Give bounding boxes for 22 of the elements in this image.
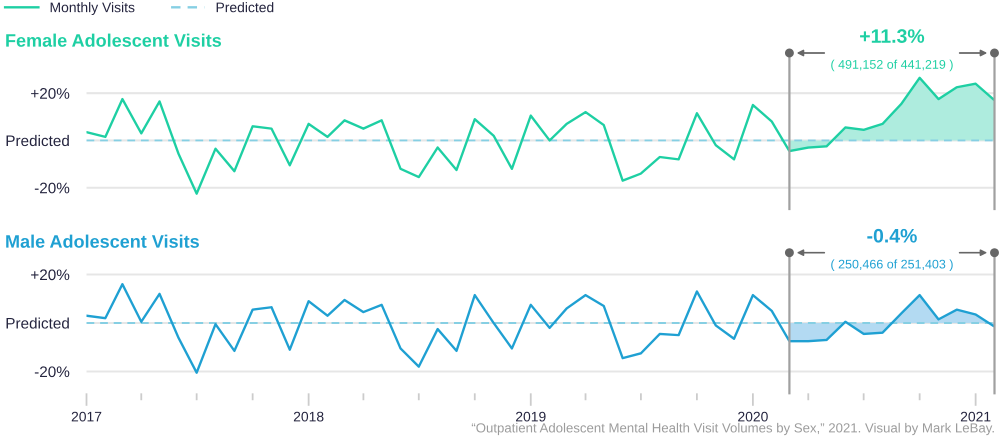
y-tick-label: +20% (31, 88, 70, 99)
y-tick-label: Predicted (6, 317, 69, 329)
line-series (86, 283, 994, 374)
y-tick-label: +20% (31, 269, 70, 280)
text: -0.4% (867, 228, 917, 243)
x-tick-label: 2020 (738, 412, 768, 422)
text: “Outpatient Adolescent Mental Health Visit Volumes by Sex,” 2021. Visual by Mark LeBay. (472, 422, 994, 436)
line-series (86, 76, 994, 195)
annotation: ( 250,466 of 251,403 ) (831, 259, 953, 272)
y-tick-label: -20% (34, 366, 70, 378)
y-tick-label: -20% (34, 182, 70, 194)
x-tick-label: 2018 (294, 412, 324, 422)
annotation: ( 491,152 of 441,219 ) (831, 60, 953, 72)
legend-label: Monthly Visits (50, 2, 134, 16)
legend-label: Predicted (216, 2, 274, 12)
x-tick-label: 2017 (72, 412, 102, 422)
text: +11.3% (860, 29, 924, 43)
x-tick-label: 2021 (960, 412, 990, 422)
x-tick-label: 2019 (516, 412, 546, 422)
y-tick-label: Predicted (6, 134, 69, 146)
chart-title: Female Adolescent Visits (6, 34, 222, 47)
chart-title: Male Adolescent Visits (6, 234, 199, 248)
